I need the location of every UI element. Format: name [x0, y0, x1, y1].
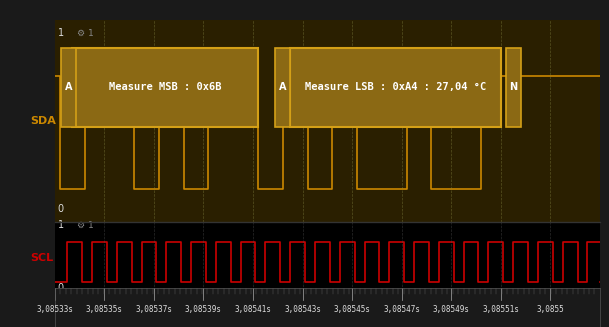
Text: 3,08539s: 3,08539s: [185, 305, 222, 314]
Text: 0: 0: [57, 204, 64, 214]
Text: SCL: SCL: [30, 253, 54, 263]
Text: ⚙ 1: ⚙ 1: [77, 29, 93, 38]
Text: 3,08549s: 3,08549s: [433, 305, 470, 314]
FancyBboxPatch shape: [72, 48, 258, 127]
FancyBboxPatch shape: [61, 48, 76, 127]
Text: A: A: [279, 82, 286, 92]
Text: 3,08533s: 3,08533s: [37, 305, 73, 314]
FancyBboxPatch shape: [505, 48, 521, 127]
Text: 3,08543s: 3,08543s: [284, 305, 321, 314]
Text: 3,08545s: 3,08545s: [334, 305, 371, 314]
FancyBboxPatch shape: [290, 48, 501, 127]
Text: A: A: [65, 82, 72, 92]
FancyBboxPatch shape: [275, 48, 290, 127]
Text: 0: 0: [57, 283, 64, 293]
Text: Measure LSB : 0xA4 : 27,04 °C: Measure LSB : 0xA4 : 27,04 °C: [305, 82, 486, 92]
Text: 3,08551s: 3,08551s: [482, 305, 519, 314]
Text: SDA: SDA: [30, 116, 56, 126]
Text: 3,08541s: 3,08541s: [234, 305, 272, 314]
Text: N: N: [509, 82, 517, 92]
Text: 1: 1: [57, 220, 64, 230]
Text: 3,08537s: 3,08537s: [135, 305, 172, 314]
Text: 3,08547s: 3,08547s: [383, 305, 420, 314]
Text: 3,08535s: 3,08535s: [86, 305, 123, 314]
Text: 1: 1: [57, 28, 64, 38]
Text: Measure MSB : 0x6B: Measure MSB : 0x6B: [109, 82, 221, 92]
Text: ⚙ 1: ⚙ 1: [77, 221, 93, 230]
Text: 3,0855: 3,0855: [537, 305, 564, 314]
